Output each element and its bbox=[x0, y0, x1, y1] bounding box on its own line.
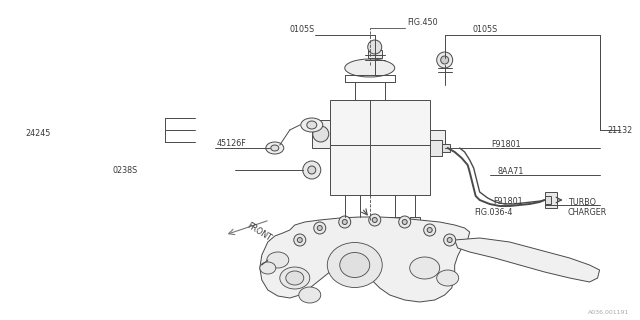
Circle shape bbox=[314, 222, 326, 234]
Ellipse shape bbox=[266, 142, 284, 154]
Text: FIG.450: FIG.450 bbox=[408, 18, 438, 27]
Text: 45126F: 45126F bbox=[217, 139, 246, 148]
Ellipse shape bbox=[280, 267, 310, 289]
Circle shape bbox=[441, 56, 449, 64]
Circle shape bbox=[303, 161, 321, 179]
Text: 8AA71: 8AA71 bbox=[498, 166, 524, 175]
Circle shape bbox=[294, 234, 306, 246]
Circle shape bbox=[368, 40, 381, 54]
Ellipse shape bbox=[340, 252, 370, 277]
Circle shape bbox=[447, 237, 452, 243]
Circle shape bbox=[298, 237, 302, 243]
Ellipse shape bbox=[327, 243, 382, 287]
Ellipse shape bbox=[307, 121, 317, 129]
Ellipse shape bbox=[267, 252, 289, 268]
Bar bbox=[545, 196, 550, 204]
Bar bbox=[355, 217, 365, 225]
Circle shape bbox=[399, 216, 411, 228]
Circle shape bbox=[342, 220, 348, 225]
Ellipse shape bbox=[260, 262, 276, 274]
Bar bbox=[545, 192, 557, 208]
Bar bbox=[390, 217, 400, 225]
Circle shape bbox=[372, 218, 377, 222]
Text: A036.001191: A036.001191 bbox=[588, 310, 630, 315]
Text: F91801: F91801 bbox=[493, 196, 524, 205]
Text: F91801: F91801 bbox=[492, 140, 521, 148]
Text: FIG.036-4: FIG.036-4 bbox=[475, 207, 513, 217]
Bar bbox=[340, 217, 349, 225]
Bar bbox=[429, 140, 442, 156]
Bar bbox=[429, 130, 445, 148]
Bar bbox=[410, 217, 420, 225]
Ellipse shape bbox=[410, 257, 440, 279]
Bar bbox=[368, 50, 381, 58]
Text: 0105S: 0105S bbox=[290, 25, 315, 34]
Text: 0238S: 0238S bbox=[113, 165, 138, 174]
Polygon shape bbox=[260, 217, 470, 302]
Text: TURBO
CHARGER: TURBO CHARGER bbox=[568, 198, 607, 217]
Circle shape bbox=[444, 234, 456, 246]
Circle shape bbox=[436, 52, 452, 68]
Bar bbox=[442, 144, 450, 152]
Ellipse shape bbox=[301, 118, 323, 132]
Circle shape bbox=[424, 224, 436, 236]
Ellipse shape bbox=[345, 59, 395, 77]
Ellipse shape bbox=[436, 270, 459, 286]
Bar bbox=[312, 120, 330, 148]
Ellipse shape bbox=[299, 287, 321, 303]
Text: 0105S: 0105S bbox=[473, 25, 498, 34]
Ellipse shape bbox=[286, 271, 304, 285]
Circle shape bbox=[369, 214, 381, 226]
Text: 21132: 21132 bbox=[607, 125, 633, 134]
Text: 24245: 24245 bbox=[25, 129, 51, 138]
Circle shape bbox=[308, 166, 316, 174]
Text: FRONT: FRONT bbox=[246, 221, 273, 243]
Circle shape bbox=[317, 226, 323, 230]
Circle shape bbox=[313, 126, 329, 142]
Bar bbox=[330, 100, 429, 195]
Ellipse shape bbox=[271, 145, 279, 151]
Circle shape bbox=[427, 228, 432, 233]
Circle shape bbox=[339, 216, 351, 228]
Polygon shape bbox=[454, 238, 600, 282]
Circle shape bbox=[402, 220, 407, 225]
